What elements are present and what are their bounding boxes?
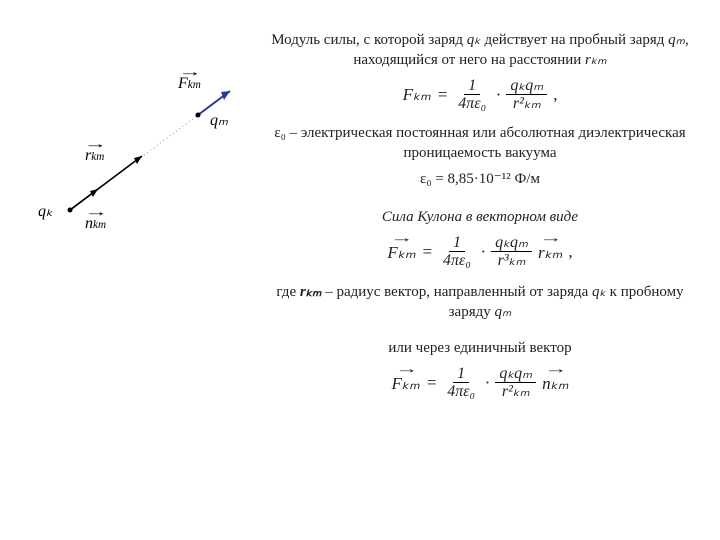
formula-1: Fₖₘ = 14πε₀ · qₖqₘr²ₖₘ , [260,77,700,113]
label-Fkm: Fkm [178,73,201,93]
text-column: Модуль силы, с которой заряд qₖ действуе… [260,30,700,411]
label-qm: qₘ [210,110,228,130]
para-3: ε₀ = 8,85·10⁻¹² Ф/м [260,169,700,189]
formula-2: Fₖₘ = 14πε₀ · qₖqₘr³ₖₘ rₖₘ , [260,234,700,270]
para-4: Сила Кулона в векторном виде [260,207,700,227]
label-rkm: rkm [85,145,104,165]
para-1: Модуль силы, с которой заряд qₖ действуе… [260,30,700,71]
formula-3: Fₖₘ = 14πε₀ · qₖqₘr²ₖₘ nₖₘ [260,365,700,401]
coulomb-diagram: qₖ qₘ rkm nkm Fkm [30,55,240,245]
para-2: ε₀ – электрическая постоянная или абсолю… [260,123,700,164]
label-qk: qₖ [38,201,53,221]
label-nkm: nkm [85,213,106,233]
para-6: или через единичный вектор [260,338,700,358]
diagram-svg [30,55,240,245]
para-5: где rₖₘ – радиус вектор, направленный от… [260,282,700,323]
